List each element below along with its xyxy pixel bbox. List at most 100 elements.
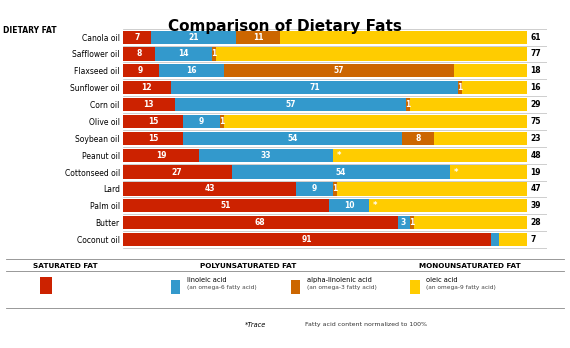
- Text: 11: 11: [253, 33, 263, 42]
- Text: POLYUNSATURATED FAT: POLYUNSATURATED FAT: [200, 263, 296, 269]
- Bar: [296, 182, 333, 196]
- Bar: [123, 199, 329, 212]
- Bar: [397, 216, 410, 229]
- Bar: [329, 199, 369, 212]
- Bar: [410, 216, 414, 229]
- Bar: [223, 64, 454, 78]
- Bar: [123, 216, 397, 229]
- Text: 54: 54: [287, 134, 298, 143]
- Bar: [123, 31, 151, 44]
- Bar: [450, 166, 527, 179]
- Bar: [159, 64, 223, 78]
- Bar: [219, 115, 223, 128]
- Bar: [333, 182, 337, 196]
- Bar: [123, 182, 296, 196]
- Bar: [223, 115, 527, 128]
- Text: 15: 15: [148, 134, 158, 143]
- Text: MONOUNSATURATED FAT: MONOUNSATURATED FAT: [420, 263, 521, 269]
- Text: 10: 10: [344, 201, 355, 210]
- Bar: [200, 149, 333, 162]
- Text: 1: 1: [458, 83, 463, 92]
- Bar: [123, 81, 171, 94]
- Text: 19: 19: [530, 168, 541, 176]
- Bar: [406, 98, 410, 111]
- Text: 16: 16: [530, 83, 541, 92]
- Text: 48: 48: [530, 151, 541, 160]
- Text: (an omega-9 fatty acid): (an omega-9 fatty acid): [426, 285, 496, 290]
- Text: 33: 33: [261, 151, 271, 160]
- Text: 1: 1: [409, 218, 414, 227]
- Bar: [123, 64, 159, 78]
- Text: 21: 21: [188, 33, 198, 42]
- Text: 12: 12: [141, 83, 152, 92]
- Bar: [183, 132, 402, 145]
- Text: oleic acid: oleic acid: [426, 277, 458, 283]
- Text: 57: 57: [333, 66, 344, 76]
- Text: 51: 51: [221, 201, 231, 210]
- Text: DIETARY FAT: DIETARY FAT: [3, 26, 56, 35]
- Bar: [337, 182, 527, 196]
- Bar: [280, 31, 527, 44]
- Text: 29: 29: [530, 100, 541, 109]
- Text: (an omega-3 fatty acid): (an omega-3 fatty acid): [307, 285, 377, 290]
- Text: 3: 3: [401, 218, 406, 227]
- Bar: [155, 47, 211, 61]
- Bar: [499, 233, 527, 246]
- Text: alpha-linolenic acid: alpha-linolenic acid: [307, 277, 372, 283]
- Text: 1: 1: [219, 117, 224, 126]
- Bar: [123, 47, 155, 61]
- Text: linoleic acid: linoleic acid: [187, 277, 227, 283]
- Text: 54: 54: [336, 168, 346, 176]
- Text: 91: 91: [302, 235, 312, 244]
- Text: Comparison of Dietary Fats: Comparison of Dietary Fats: [168, 19, 402, 34]
- Bar: [232, 166, 450, 179]
- Bar: [123, 132, 183, 145]
- Text: 57: 57: [285, 100, 296, 109]
- Text: 8: 8: [415, 134, 421, 143]
- Text: SATURATED FAT: SATURATED FAT: [33, 263, 98, 269]
- Text: 1: 1: [332, 184, 337, 193]
- Text: 61: 61: [530, 33, 541, 42]
- Text: Fatty acid content normalized to 100%: Fatty acid content normalized to 100%: [305, 322, 427, 327]
- Text: 27: 27: [172, 168, 182, 176]
- Text: 7: 7: [530, 235, 536, 244]
- Bar: [410, 98, 527, 111]
- Bar: [462, 81, 527, 94]
- Text: 43: 43: [204, 184, 215, 193]
- Text: 9: 9: [199, 117, 204, 126]
- Text: 75: 75: [530, 117, 541, 126]
- Bar: [333, 149, 527, 162]
- Text: *: *: [373, 201, 377, 210]
- Bar: [175, 98, 406, 111]
- Bar: [123, 166, 232, 179]
- Bar: [491, 233, 499, 246]
- Text: 28: 28: [530, 218, 541, 227]
- Text: 18: 18: [530, 66, 541, 76]
- Text: *: *: [454, 168, 458, 176]
- Text: 1: 1: [405, 100, 410, 109]
- Bar: [183, 115, 219, 128]
- Bar: [414, 216, 527, 229]
- Text: *Trace: *Trace: [245, 322, 267, 328]
- Text: 23: 23: [530, 134, 541, 143]
- Bar: [458, 81, 462, 94]
- Bar: [369, 199, 527, 212]
- Text: 7: 7: [134, 33, 140, 42]
- Text: 13: 13: [144, 100, 154, 109]
- Text: 15: 15: [148, 117, 158, 126]
- Text: *: *: [337, 151, 341, 160]
- Bar: [123, 115, 183, 128]
- Text: 71: 71: [310, 83, 320, 92]
- Text: 9: 9: [312, 184, 317, 193]
- Text: 68: 68: [255, 218, 266, 227]
- Text: 8: 8: [136, 49, 141, 58]
- Text: 14: 14: [178, 49, 189, 58]
- Text: 39: 39: [530, 201, 541, 210]
- Bar: [215, 47, 527, 61]
- Text: 16: 16: [186, 66, 197, 76]
- Text: 9: 9: [138, 66, 144, 76]
- Text: 1: 1: [211, 49, 216, 58]
- Bar: [151, 31, 236, 44]
- Bar: [123, 98, 175, 111]
- Text: (an omega-6 fatty acid): (an omega-6 fatty acid): [187, 285, 256, 290]
